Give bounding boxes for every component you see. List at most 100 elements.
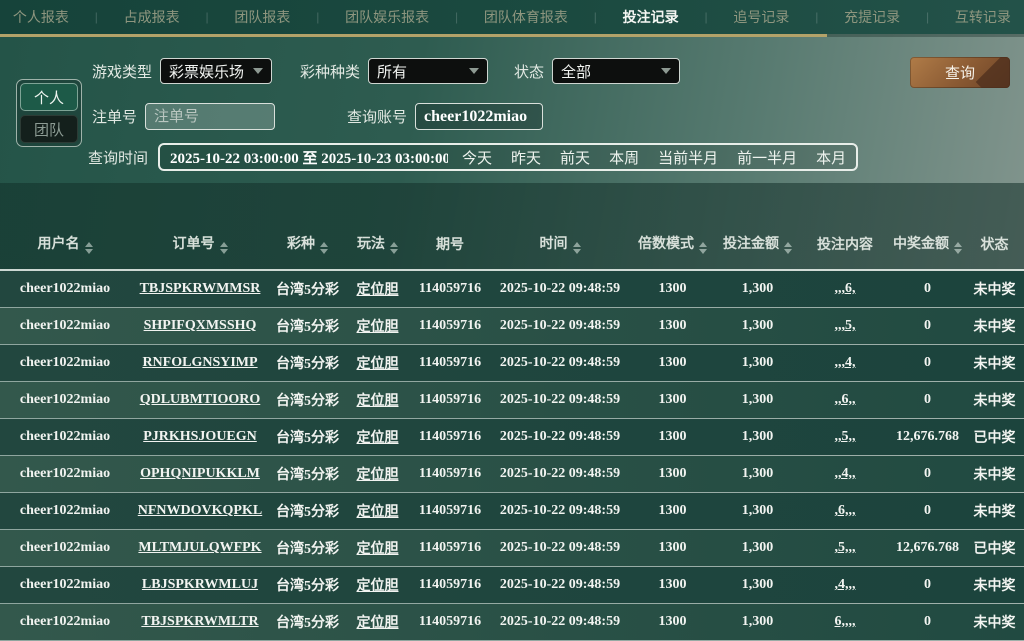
cell-bet-amount: 1,300 [715,492,800,530]
nav-separator: | [316,10,320,24]
cell-bet-amount: 1,300 [715,307,800,345]
play-type-link[interactable]: 定位胆 [356,616,399,631]
order-number-link[interactable]: MLTMJULQWFPK [138,540,262,555]
scope-personal-button[interactable]: 个人 [20,83,78,111]
col-bet-amount[interactable]: 投注金额 [715,183,800,271]
cell-win-amount: 0 [890,381,965,419]
play-type-link[interactable]: 定位胆 [356,283,399,298]
sort-icon [784,242,792,254]
cell-play-type: 定位胆 [345,270,410,308]
col-win-amount[interactable]: 中奖金额 [890,183,965,271]
cell-username: cheer1022miao [0,307,130,345]
order-number-input[interactable] [145,103,276,130]
cell-status: 未中奖 [965,307,1024,345]
order-number-link[interactable]: OPHQNIPUKKLM [140,466,260,481]
nav-team-entertainment-report[interactable]: 团队娱乐报表 [345,9,430,25]
cell-time: 2025-10-22 09:48:59 [490,381,630,419]
play-type-link[interactable]: 定位胆 [356,579,399,594]
order-number-link[interactable]: RNFOLGNSYIMP [142,355,258,370]
play-type-link[interactable]: 定位胆 [356,320,399,335]
order-number-link[interactable]: SHPIFQXMSSHQ [143,318,257,333]
quick-yesterday-button[interactable]: 昨天 [511,149,542,167]
bet-content-link[interactable]: ,,,4, [834,355,856,370]
play-type-link[interactable]: 定位胆 [356,394,399,409]
category-select[interactable]: 所有 [368,58,489,84]
bet-content-link[interactable]: ,5,,, [834,540,856,555]
game-type-select[interactable]: 彩票娱乐场 [160,58,273,84]
cell-bet-content: ,6,,, [800,492,890,530]
play-type-link[interactable]: 定位胆 [356,431,399,446]
nav-deposit-withdraw-records[interactable]: 充提记录 [844,9,901,25]
order-number-link[interactable]: QDLUBMTIOORO [139,392,261,407]
account-input[interactable] [415,103,544,130]
play-type-link[interactable]: 定位胆 [356,505,399,520]
cell-issue: 114059716 [410,418,490,456]
nav-separator: | [593,10,597,24]
bet-content-link[interactable]: ,,,6, [834,281,856,296]
col-order-number[interactable]: 订单号 [130,183,270,271]
quick-prev-half-month-button[interactable]: 前一半月 [737,149,798,167]
status-value: 全部 [561,63,592,81]
order-number-link[interactable]: TBJSPKRWMLTR [141,614,259,629]
quick-this-month-button[interactable]: 本月 [816,149,847,167]
nav-personal-report[interactable]: 个人报表 [12,9,69,25]
cell-order-number: SHPIFQXMSSHQ [130,307,270,345]
order-number-link[interactable]: NFNWDOVKQPKL [137,503,263,518]
search-button[interactable]: 查询 [910,57,1010,88]
quick-today-button[interactable]: 今天 [462,149,493,167]
nav-share-report[interactable]: 占成报表 [123,9,180,25]
nav-transfer-records[interactable]: 互转记录 [954,9,1011,25]
cell-issue: 114059716 [410,307,490,345]
nav-bet-records[interactable]: 投注记录 [622,9,679,25]
col-play-type[interactable]: 玩法 [345,183,410,271]
play-type-link[interactable]: 定位胆 [356,542,399,557]
cell-bet-content: ,4,,, [800,566,890,604]
nav-team-report[interactable]: 团队报表 [234,9,291,25]
bet-content-link[interactable]: 6,,,, [834,614,856,629]
bet-content-link[interactable]: ,,,5, [834,318,856,333]
status-select[interactable]: 全部 [552,58,681,84]
cell-multiple-mode: 1300 [630,566,715,604]
filter-panel: 个人 团队 游戏类型 彩票娱乐场 彩种种类 所有 状态 全部 查询 注单号 查询… [0,37,1024,183]
nav-chase-records[interactable]: 追号记录 [733,9,790,25]
nav-separator: | [94,10,98,24]
quick-day-before-button[interactable]: 前天 [560,149,591,167]
bet-content-link[interactable]: ,4,,, [834,577,856,592]
quick-current-half-month-button[interactable]: 当前半月 [658,149,719,167]
bet-content-link[interactable]: ,,4,, [834,466,856,481]
order-number-link[interactable]: TBJSPKRWMMSR [139,281,261,296]
cell-issue: 114059716 [410,381,490,419]
cell-multiple-mode: 1300 [630,270,715,308]
cell-bet-content: ,,4,, [800,455,890,493]
sort-icon [320,242,328,254]
table-row: cheer1022miao PJRKHSJOUEGN 台湾5分彩 定位胆 114… [0,418,1024,456]
cell-win-amount: 0 [890,455,965,493]
play-type-link[interactable]: 定位胆 [356,357,399,372]
category-value: 所有 [377,63,408,81]
cell-issue: 114059716 [410,270,490,308]
cell-time: 2025-10-22 09:48:59 [490,529,630,567]
date-range-value[interactable]: 2025-10-22 03:00:00 至 2025-10-23 03:00:0… [170,150,449,167]
scope-team-button[interactable]: 团队 [20,115,78,143]
order-number-link[interactable]: LBJSPKRWMLUJ [141,577,259,592]
quick-this-week-button[interactable]: 本周 [609,149,640,167]
search-button-label: 查询 [944,65,975,82]
col-lottery[interactable]: 彩种 [270,183,345,271]
order-number-link[interactable]: PJRKHSJOUEGN [143,429,257,444]
nav-separator: | [454,10,459,24]
bet-content-link[interactable]: ,,5,, [834,429,856,444]
play-type-link[interactable]: 定位胆 [356,468,399,483]
cell-username: cheer1022miao [0,344,130,382]
col-username[interactable]: 用户名 [0,183,130,271]
col-multiple-mode[interactable]: 倍数模式 [630,183,715,271]
cell-status: 已中奖 [965,418,1024,456]
cell-play-type: 定位胆 [345,344,410,382]
col-time[interactable]: 时间 [490,183,630,271]
cell-bet-content: ,,,5, [800,307,890,345]
bet-content-link[interactable]: ,,6,, [834,392,856,407]
cell-lottery: 台湾5分彩 [270,381,345,419]
bet-content-link[interactable]: ,6,,, [834,503,856,518]
nav-team-sports-report[interactable]: 团队体育报表 [483,9,568,25]
cell-status: 未中奖 [965,455,1024,493]
cell-bet-amount: 1,300 [715,381,800,419]
